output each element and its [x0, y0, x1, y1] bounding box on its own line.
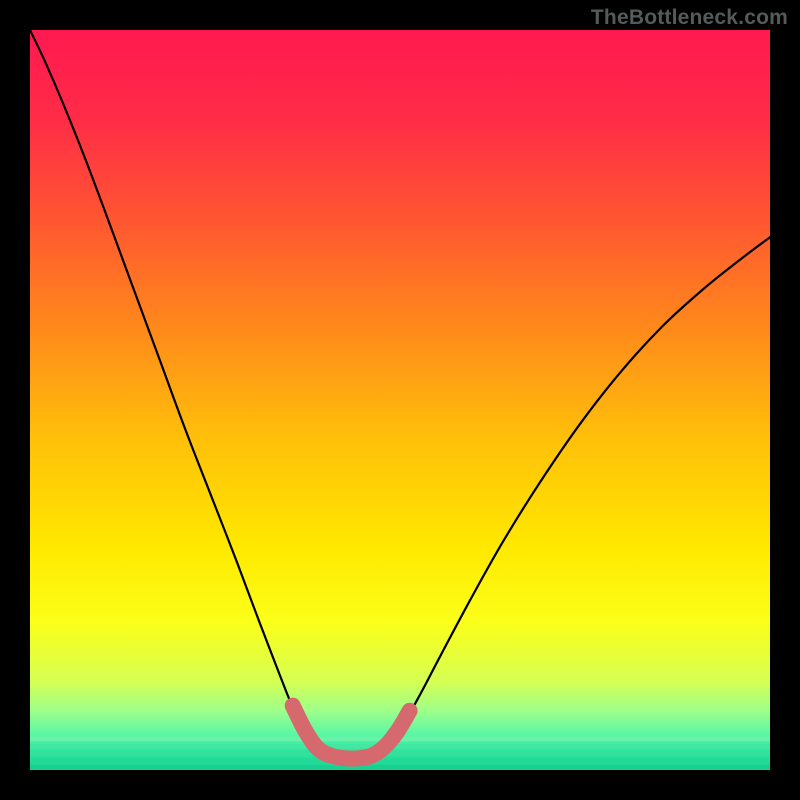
- chart-canvas: TheBottleneck.com: [0, 0, 800, 800]
- gradient-band: [30, 765, 770, 770]
- gradient-band: [30, 744, 770, 748]
- watermark-label: TheBottleneck.com: [591, 6, 788, 30]
- gradient-background: [30, 30, 770, 770]
- gradient-band: [30, 758, 770, 762]
- plot-area: [30, 30, 770, 770]
- plot-svg: [30, 30, 770, 770]
- gradient-band: [30, 751, 770, 755]
